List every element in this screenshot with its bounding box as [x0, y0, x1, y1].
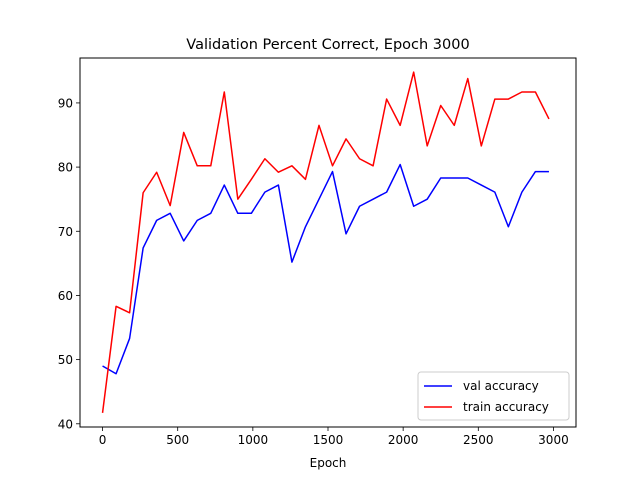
y-tick-label: 60: [58, 289, 73, 303]
y-tick-label: 90: [58, 96, 73, 110]
x-tick-label: 1500: [313, 433, 344, 447]
y-tick-label: 80: [58, 161, 73, 175]
y-tick-label: 70: [58, 225, 73, 239]
y-tick-label: 50: [58, 353, 73, 367]
series-line-val-accuracy: [102, 163, 549, 375]
x-tick-label: 2000: [388, 433, 419, 447]
x-axis-label: Epoch: [310, 456, 347, 470]
x-tick-label: 1000: [238, 433, 269, 447]
x-tick-label: 500: [166, 433, 189, 447]
series-lines: [101, 71, 550, 413]
y-axis-ticks: 40 50 60 70 80 90: [58, 96, 80, 431]
legend: val accuracy train accuracy: [417, 371, 570, 421]
legend-label-val: val accuracy: [463, 379, 539, 393]
series-line-train-accuracy: [101, 71, 550, 413]
legend-box: [417, 371, 570, 421]
chart-title: Validation Percent Correct, Epoch 3000: [186, 37, 469, 53]
x-tick-label: 3000: [538, 433, 569, 447]
legend-label-train: train accuracy: [463, 400, 549, 414]
x-tick-label: 0: [99, 433, 107, 447]
y-tick-label: 40: [58, 417, 73, 431]
x-axis-ticks: 0 500 1000 1500 2000 2500 3000: [99, 427, 569, 447]
x-tick-label: 2500: [463, 433, 494, 447]
